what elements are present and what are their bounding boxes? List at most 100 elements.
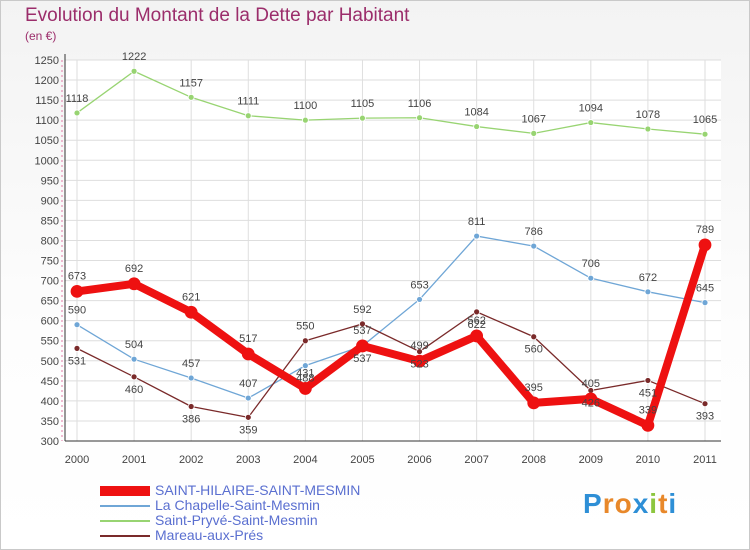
series-line xyxy=(73,240,709,430)
data-point xyxy=(73,344,81,352)
series-line xyxy=(76,70,706,135)
data-point xyxy=(244,394,252,402)
data-label: 405 xyxy=(582,378,600,390)
data-point xyxy=(301,337,309,345)
x-tick-label: 2004 xyxy=(293,454,317,466)
data-point xyxy=(130,355,138,363)
data-label: 499 xyxy=(410,340,428,352)
data-label: 460 xyxy=(125,384,143,396)
data-point xyxy=(301,116,309,124)
data-label: 1222 xyxy=(122,51,146,63)
data-label: 560 xyxy=(525,344,543,356)
legend-swatch xyxy=(100,486,150,496)
data-label: 339 xyxy=(639,404,657,416)
data-label: 393 xyxy=(696,411,714,423)
data-point xyxy=(130,373,138,381)
y-tick-label: 1000 xyxy=(35,155,59,167)
data-label: 1084 xyxy=(464,107,488,119)
data-label: 517 xyxy=(239,333,257,345)
legend-label: SAINT-HILAIRE-SAINT-MESMIN xyxy=(155,482,361,498)
data-point xyxy=(530,129,538,137)
logo-letter: P xyxy=(583,488,603,519)
data-point xyxy=(701,400,709,408)
data-label: 537 xyxy=(353,353,371,365)
x-tick-label: 2009 xyxy=(579,454,603,466)
data-point xyxy=(644,377,652,384)
data-label: 386 xyxy=(182,414,200,426)
data-point xyxy=(416,296,423,303)
chart-title: Evolution du Montant de la Dette par Hab… xyxy=(25,5,410,26)
legend-label: Mareau-aux-Prés xyxy=(155,527,264,543)
data-point xyxy=(530,242,538,250)
y-tick-label: 1100 xyxy=(35,115,59,127)
data-label: 562 xyxy=(467,315,485,327)
data-label: 811 xyxy=(468,216,486,228)
data-point xyxy=(587,274,595,282)
data-point xyxy=(70,285,84,298)
data-point xyxy=(356,339,369,353)
legend-label: La Chapelle-Saint-Mesmin xyxy=(155,497,320,513)
logo-letter: r xyxy=(602,488,615,519)
data-point xyxy=(127,277,141,291)
data-point xyxy=(298,382,312,395)
data-point xyxy=(473,123,481,130)
data-point xyxy=(187,374,195,382)
data-label: 621 xyxy=(182,291,200,303)
data-point xyxy=(641,418,655,432)
y-tick-label: 1150 xyxy=(35,95,59,107)
data-point xyxy=(184,305,198,319)
y-tick-label: 700 xyxy=(41,276,59,288)
x-tick-label: 2007 xyxy=(464,454,488,466)
y-tick-label: 850 xyxy=(41,215,59,227)
y-tick-label: 900 xyxy=(41,195,59,207)
data-point xyxy=(301,362,309,370)
y-tick-label: 1200 xyxy=(35,75,59,87)
logo-letter: x xyxy=(632,488,650,519)
data-label: 395 xyxy=(525,382,543,394)
data-label: 504 xyxy=(125,339,143,351)
data-point xyxy=(413,354,426,368)
y-tick-label: 550 xyxy=(41,336,59,348)
data-point xyxy=(241,347,255,361)
plot-area xyxy=(65,60,721,441)
data-label: 672 xyxy=(639,272,657,284)
data-label: 1111 xyxy=(237,96,259,108)
data-label: 407 xyxy=(239,378,257,390)
data-label: 523 xyxy=(410,359,428,371)
data-label: 1118 xyxy=(66,93,89,105)
data-point xyxy=(587,119,595,126)
data-point xyxy=(187,93,195,101)
data-label: 789 xyxy=(696,224,714,236)
series-line xyxy=(76,311,706,418)
legend-label: Saint-Pryvé-Saint-Mesmin xyxy=(155,512,318,528)
data-label: 426 xyxy=(582,397,600,409)
data-point xyxy=(530,333,538,341)
logo-letter: o xyxy=(614,488,633,519)
data-label: 692 xyxy=(125,263,143,275)
y-tick-label: 750 xyxy=(41,256,59,268)
data-label: 488 xyxy=(296,373,314,385)
data-point xyxy=(698,238,712,252)
data-label: 359 xyxy=(239,424,257,436)
x-tick-label: 2010 xyxy=(636,454,660,466)
legend-swatch xyxy=(100,535,150,537)
data-label: 645 xyxy=(696,283,714,295)
data-point xyxy=(187,403,195,410)
y-tick-label: 1250 xyxy=(35,55,59,67)
data-label: 550 xyxy=(296,321,314,333)
data-label: 706 xyxy=(582,258,600,270)
logo-letter: i xyxy=(668,488,678,519)
data-label: 622 xyxy=(467,319,485,331)
data-label: 1157 xyxy=(179,77,203,89)
x-tick-label: 2008 xyxy=(521,454,545,466)
data-label: 592 xyxy=(353,304,371,316)
y-tick-label: 350 xyxy=(41,416,59,428)
y-tick-label: 950 xyxy=(41,175,59,187)
data-label: 457 xyxy=(182,358,200,370)
data-point xyxy=(416,348,423,355)
data-point xyxy=(473,308,481,316)
data-label: 1100 xyxy=(294,100,318,112)
data-point xyxy=(473,232,481,240)
y-tick-label: 800 xyxy=(41,235,59,247)
